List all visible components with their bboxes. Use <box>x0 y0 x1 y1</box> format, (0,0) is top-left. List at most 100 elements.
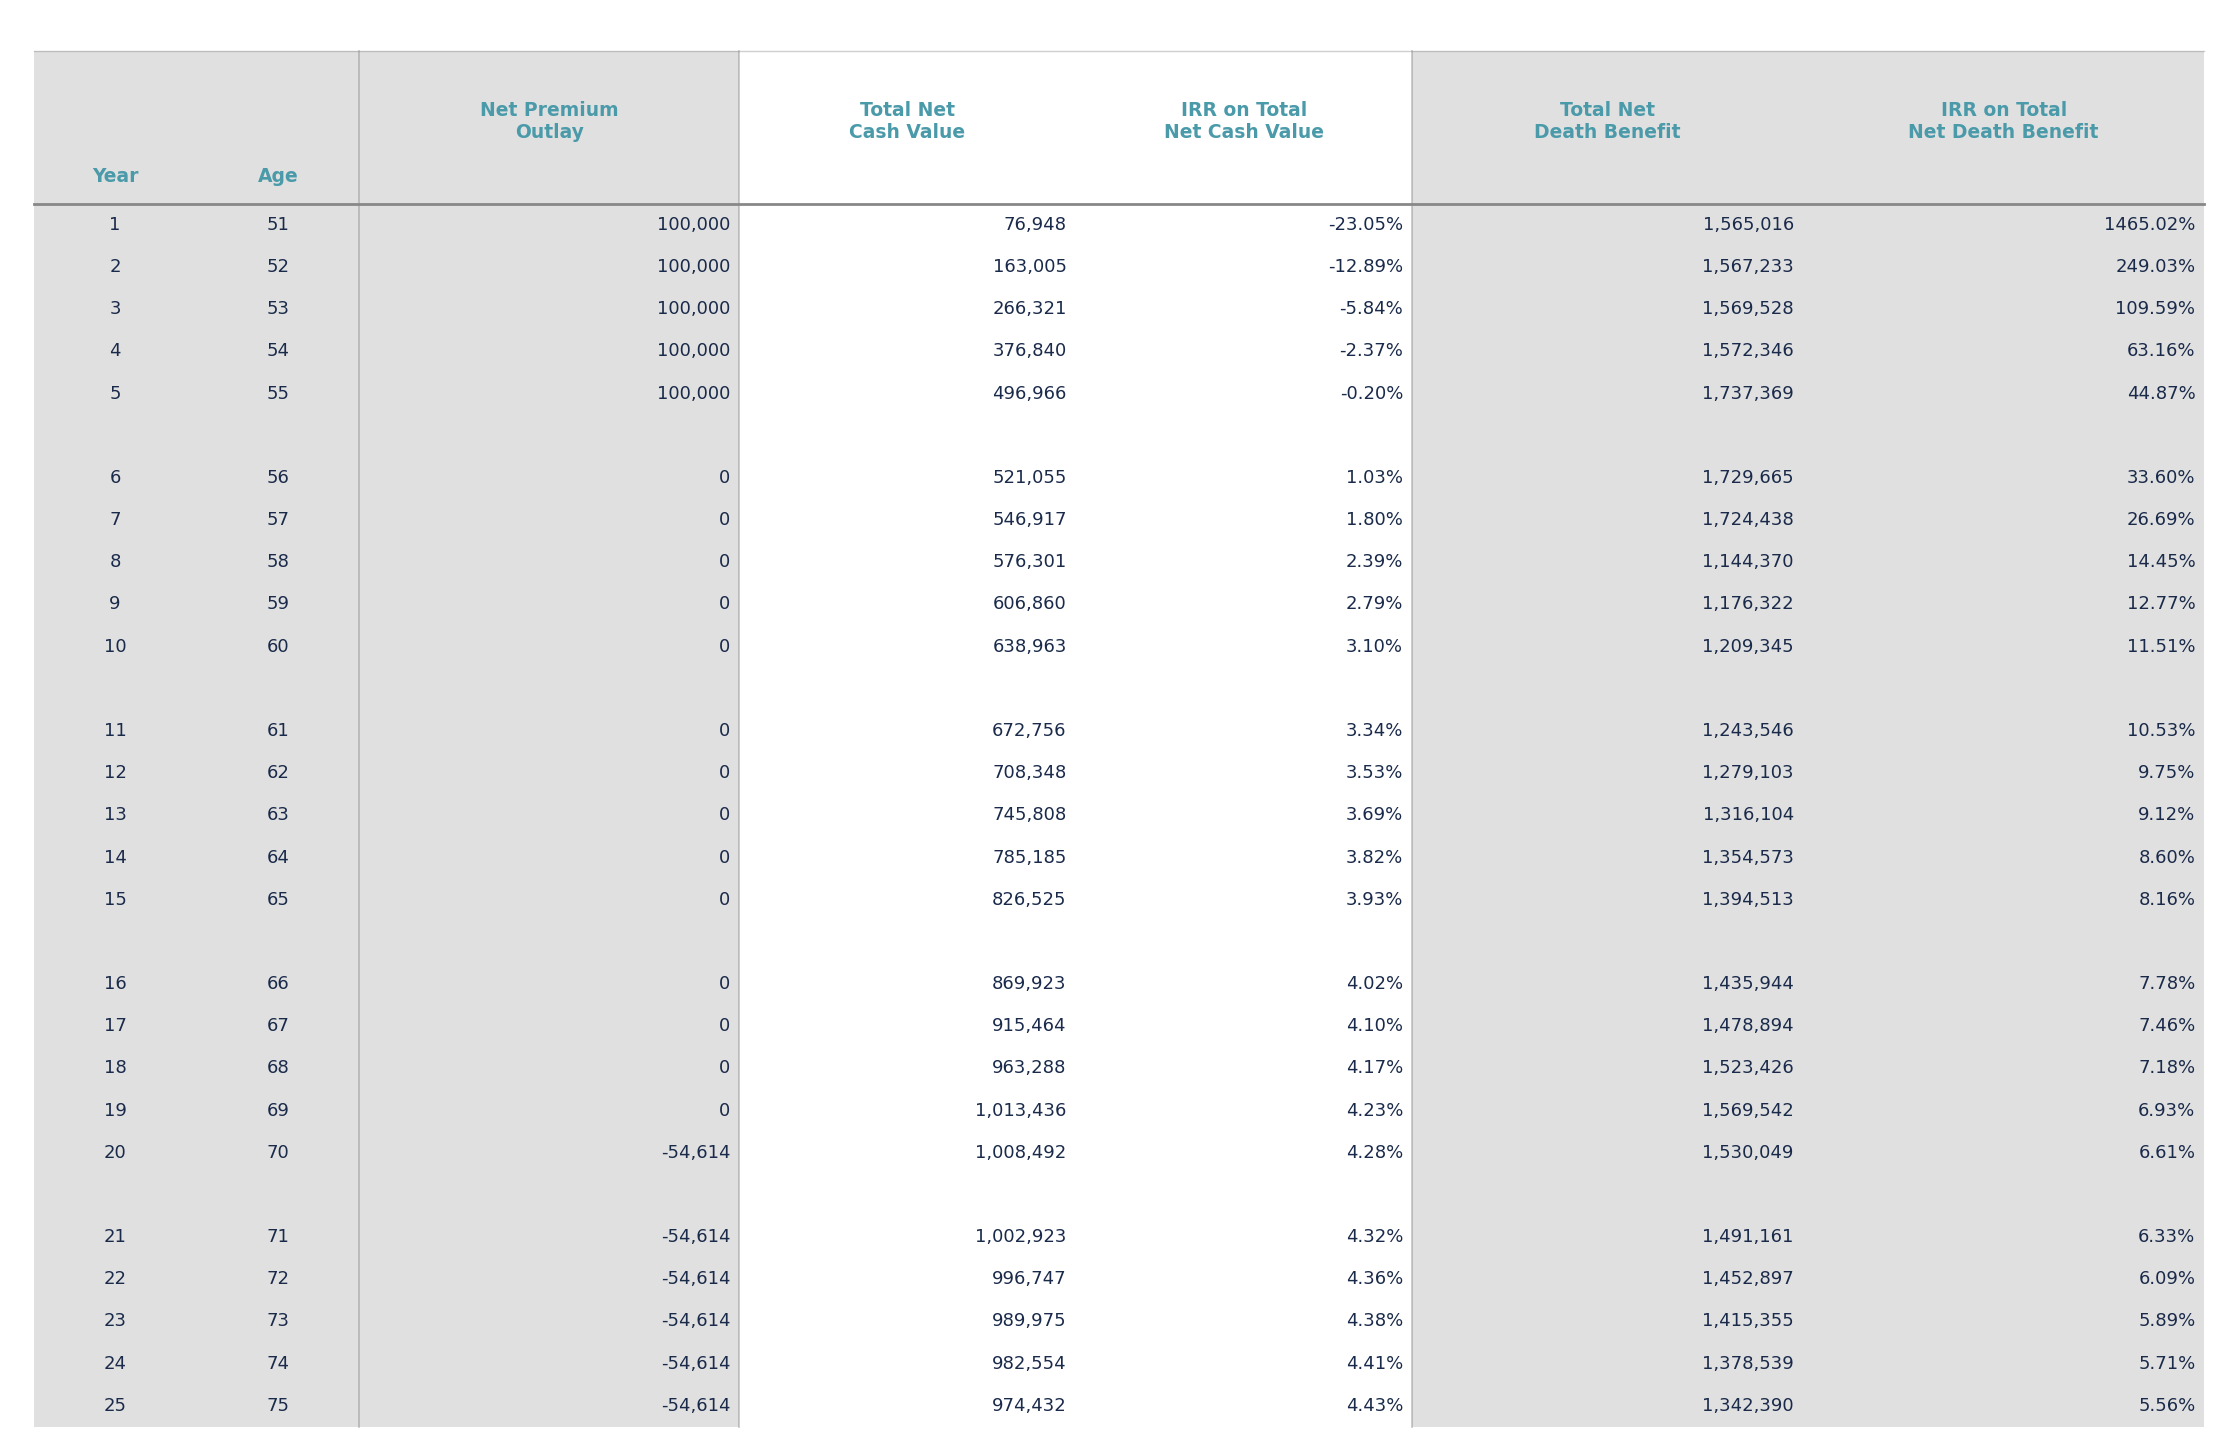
Bar <box>1412 499 1804 542</box>
Text: 67: 67 <box>266 1018 289 1035</box>
Bar <box>1076 878 1412 920</box>
Bar <box>358 1174 739 1216</box>
Bar <box>197 795 358 836</box>
Bar <box>739 499 1076 542</box>
Text: 4.28%: 4.28% <box>1345 1144 1403 1162</box>
Text: 65: 65 <box>266 891 289 909</box>
Bar <box>1804 542 2204 584</box>
Text: 26.69%: 26.69% <box>2126 511 2195 529</box>
Bar <box>358 626 739 668</box>
Text: 16: 16 <box>103 976 125 993</box>
Bar <box>197 415 358 457</box>
Bar <box>34 415 197 457</box>
Bar <box>739 288 1076 331</box>
Text: 21: 21 <box>103 1227 125 1246</box>
Bar <box>739 711 1076 753</box>
Text: 22: 22 <box>103 1270 128 1289</box>
Text: 2.79%: 2.79% <box>1345 596 1403 613</box>
Text: 1: 1 <box>110 215 121 234</box>
Bar <box>1804 246 2204 288</box>
Text: 56: 56 <box>266 469 289 486</box>
Text: 11: 11 <box>103 722 125 740</box>
Text: 9: 9 <box>110 596 121 613</box>
Text: 76,948: 76,948 <box>1003 215 1068 234</box>
Bar <box>1076 288 1412 331</box>
Text: 1,478,894: 1,478,894 <box>1703 1018 1795 1035</box>
Text: 163,005: 163,005 <box>994 258 1068 277</box>
Bar <box>1804 1089 2204 1131</box>
Bar <box>34 373 197 415</box>
Bar <box>739 584 1076 626</box>
Text: 1,565,016: 1,565,016 <box>1703 215 1795 234</box>
Bar <box>1412 711 1804 753</box>
Bar <box>1412 1300 1804 1342</box>
Text: 58: 58 <box>266 553 289 571</box>
Text: 869,923: 869,923 <box>991 976 1068 993</box>
Text: 3.53%: 3.53% <box>1345 764 1403 782</box>
Text: 1,378,539: 1,378,539 <box>1703 1354 1795 1373</box>
Text: 7.46%: 7.46% <box>2137 1018 2195 1035</box>
Text: 1,435,944: 1,435,944 <box>1701 976 1795 993</box>
Bar <box>358 246 739 288</box>
Text: 2.39%: 2.39% <box>1345 553 1403 571</box>
Bar <box>739 920 1076 962</box>
Bar <box>197 836 358 878</box>
Text: 0: 0 <box>718 469 730 486</box>
Text: 546,917: 546,917 <box>991 511 1068 529</box>
Bar <box>197 51 358 204</box>
Text: 109.59%: 109.59% <box>2115 300 2195 319</box>
Bar <box>1412 373 1804 415</box>
Bar <box>739 1005 1076 1047</box>
Bar <box>1412 920 1804 962</box>
Bar <box>1412 415 1804 457</box>
Text: 376,840: 376,840 <box>991 342 1068 361</box>
Bar <box>358 878 739 920</box>
Text: 0: 0 <box>718 722 730 740</box>
Text: 66: 66 <box>266 976 289 993</box>
Bar <box>1412 1047 1804 1089</box>
Text: 14.45%: 14.45% <box>2126 553 2195 571</box>
Text: 11.51%: 11.51% <box>2126 638 2195 655</box>
Bar <box>1076 542 1412 584</box>
Text: 0: 0 <box>718 1102 730 1120</box>
Text: 1,144,370: 1,144,370 <box>1703 553 1795 571</box>
Bar <box>358 795 739 836</box>
Bar <box>197 1047 358 1089</box>
Text: 0: 0 <box>718 596 730 613</box>
Text: -54,614: -54,614 <box>660 1396 730 1415</box>
Bar <box>1076 711 1412 753</box>
Text: 100,000: 100,000 <box>656 342 730 361</box>
Text: 75: 75 <box>266 1396 289 1415</box>
Text: 3.69%: 3.69% <box>1345 807 1403 824</box>
Text: 6.93%: 6.93% <box>2137 1102 2195 1120</box>
Bar <box>197 499 358 542</box>
Bar <box>1076 668 1412 711</box>
Text: 7: 7 <box>110 511 121 529</box>
Bar <box>1076 373 1412 415</box>
Bar <box>358 1385 739 1427</box>
Text: Net Premium
Outlay: Net Premium Outlay <box>479 100 618 143</box>
Bar <box>739 415 1076 457</box>
Bar <box>34 626 197 668</box>
Bar <box>1076 1385 1412 1427</box>
Text: 0: 0 <box>718 976 730 993</box>
Text: 9.12%: 9.12% <box>2137 807 2195 824</box>
Text: 44.87%: 44.87% <box>2126 384 2195 403</box>
Bar <box>1412 836 1804 878</box>
Bar <box>1076 204 1412 246</box>
Text: 59: 59 <box>266 596 289 613</box>
Text: 54: 54 <box>266 342 289 361</box>
Text: 51: 51 <box>266 215 289 234</box>
Text: 0: 0 <box>718 511 730 529</box>
Text: 4.36%: 4.36% <box>1345 1270 1403 1289</box>
Text: 4.43%: 4.43% <box>1345 1396 1403 1415</box>
Bar <box>358 584 739 626</box>
Bar <box>34 1174 197 1216</box>
Bar <box>739 542 1076 584</box>
Bar <box>197 1216 358 1258</box>
Text: 0: 0 <box>718 638 730 655</box>
Text: 61: 61 <box>266 722 289 740</box>
Text: 785,185: 785,185 <box>991 849 1068 866</box>
Bar <box>739 1216 1076 1258</box>
Bar <box>1804 920 2204 962</box>
